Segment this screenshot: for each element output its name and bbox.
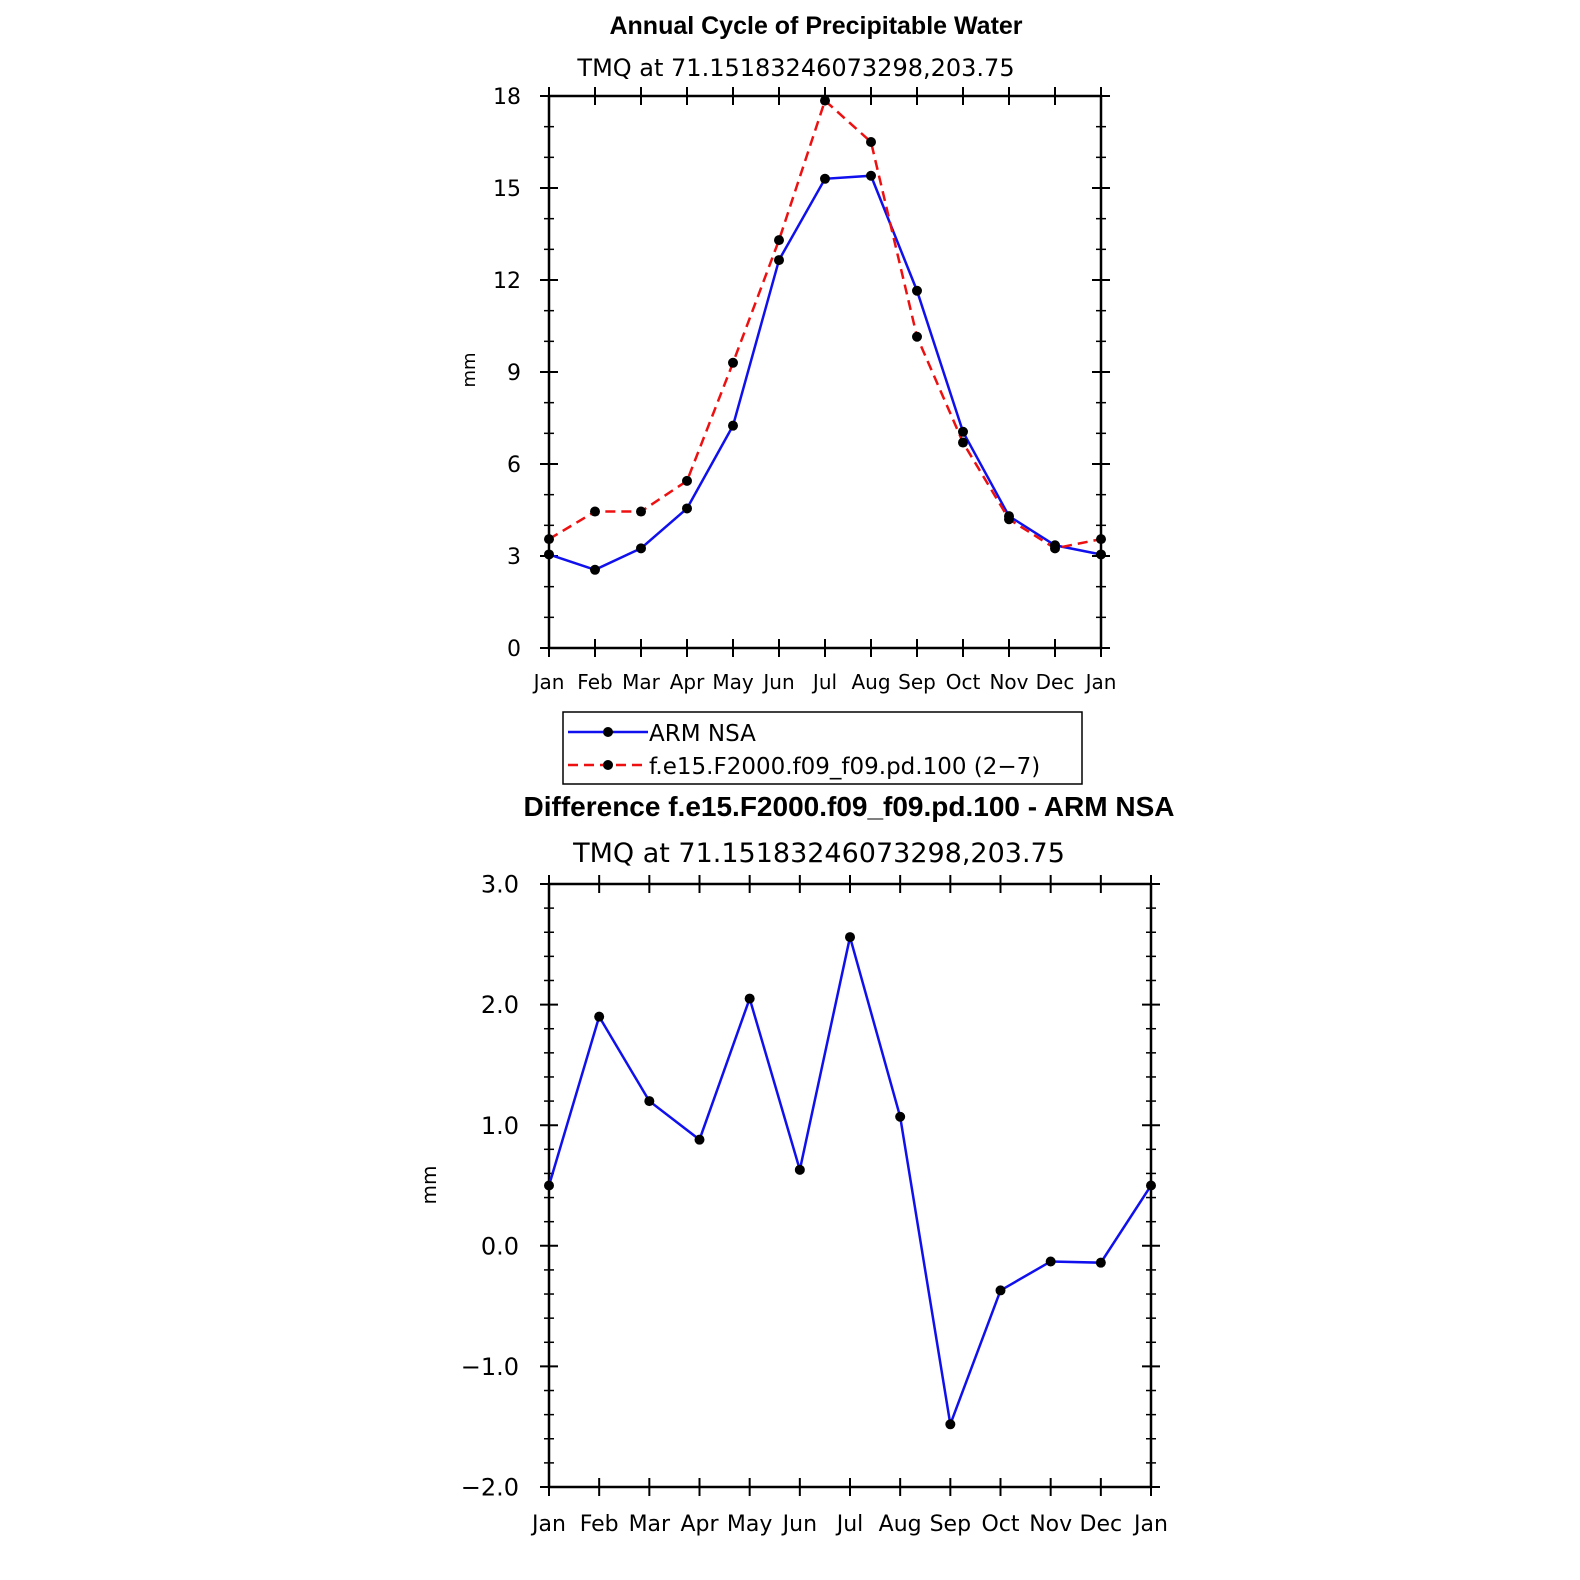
series-0-point: [866, 170, 876, 181]
series-1-point: [636, 506, 646, 517]
series-0-point: [794, 1164, 805, 1175]
x-tick-label: Jul: [835, 1512, 864, 1537]
x-tick-label: Nov: [989, 670, 1028, 694]
series-0-point: [544, 549, 554, 560]
series-1-point: [1096, 534, 1106, 545]
x-tick-label: Jan: [530, 1512, 566, 1537]
series-1-point: [774, 235, 784, 246]
series-0-point: [728, 420, 738, 431]
legend-box: [562, 711, 1083, 785]
plot-frame: [547, 882, 1153, 1489]
chart-top-title: Annual Cycle of Precipitable Water: [609, 12, 1022, 40]
legend-label-arm-nsa: ARM NSA: [649, 721, 756, 747]
chart-top-plot-area: Jan Feb Mar Apr May Jun Jul Aug Sep Oct Nov Dec Jan 0…: [493, 85, 1116, 694]
y-tick-label: 9: [507, 361, 521, 386]
series-line-0: [547, 936, 1153, 1430]
x-tick-label: Oct: [946, 670, 981, 694]
y-tick-label: 18: [493, 85, 521, 110]
y-tick-label: 3.0: [481, 871, 519, 899]
series-0-point: [694, 1134, 705, 1145]
x-tick-label: Jun: [761, 670, 794, 694]
x-tick-label: Mar: [629, 1512, 671, 1537]
series-0-point: [995, 1285, 1006, 1296]
x-tick-label: Apr: [670, 670, 705, 694]
x-tick-label: Feb: [577, 670, 612, 694]
series-0-point: [1096, 549, 1106, 560]
series-1-point: [820, 95, 830, 106]
series-1-point: [866, 137, 876, 147]
series-0-point: [1095, 1257, 1106, 1268]
y-tick-label: 1.0: [481, 1112, 519, 1140]
x-tick-label: Apr: [680, 1512, 719, 1537]
chart-top-ylabel: mm: [459, 352, 480, 387]
x-tick-label: Jul: [811, 670, 837, 694]
x-tick-label: Feb: [580, 1512, 619, 1537]
y-tick-label: −1.0: [461, 1353, 519, 1381]
series-0-point: [1146, 1180, 1156, 1191]
chart-bottom-title: Difference f.e15.F2000.f09_f09.pd.100 - …: [524, 791, 1175, 822]
x-tick-label: Jun: [781, 1512, 817, 1537]
series-1-point: [912, 331, 922, 342]
x-tick-label: Jan: [532, 670, 565, 694]
series-1-point: [590, 506, 600, 517]
x-tick-label: Mar: [622, 670, 661, 694]
y-tick-label: 6: [507, 453, 521, 478]
chart-bottom-subtitle: TMQ at 71.15183246073298,203.75: [572, 838, 1065, 869]
y-tick-label: 12: [493, 269, 521, 294]
series-1-point: [682, 475, 692, 486]
chart-bottom-ylabel: mm: [417, 1166, 441, 1205]
series-0-point: [590, 564, 600, 575]
y-tick-label: 3: [507, 545, 521, 570]
x-tick-label: Jan: [1084, 670, 1117, 694]
series-0-point: [594, 1011, 605, 1022]
x-tick-label: Aug: [851, 670, 890, 694]
series-0-point: [845, 932, 855, 943]
legend-label-model: f.e15.F2000.f09_f09.pd.100 (2−7): [649, 754, 1040, 780]
x-tick-label: May: [712, 670, 754, 694]
series-0-point: [945, 1419, 956, 1430]
series-1-point: [728, 357, 738, 368]
series-0-point: [1045, 1256, 1056, 1267]
y-tick-label: −2.0: [461, 1474, 519, 1502]
x-tick-label: Sep: [930, 1512, 971, 1537]
series-line-1: [548, 98, 1102, 550]
series-0-point: [744, 993, 755, 1004]
series-0-point: [636, 543, 646, 554]
series-0-point: [912, 285, 922, 296]
y-tick-label: 0.0: [481, 1232, 519, 1260]
series-0-point: [774, 255, 784, 266]
x-tick-label: Dec: [1080, 1512, 1123, 1537]
series-0-point: [895, 1111, 906, 1122]
series-0-point: [682, 503, 692, 514]
chart-top-subtitle: TMQ at 71.15183246073298,203.75: [576, 54, 1014, 82]
series-1-point: [1004, 514, 1014, 525]
y-tick-label: 15: [493, 177, 521, 202]
y-tick-label: 0: [507, 637, 521, 662]
annual-cycle-chart: Annual Cycle of Precipitable Water TMQ a…: [459, 12, 1116, 694]
x-tick-label: Aug: [879, 1512, 922, 1537]
x-tick-label: Nov: [1029, 1512, 1072, 1537]
series-1-point: [544, 534, 554, 545]
x-tick-label: Sep: [898, 670, 936, 694]
x-tick-label: Oct: [981, 1512, 1019, 1537]
series-0-point: [958, 426, 968, 437]
legend-marker-model: [603, 760, 613, 770]
series-0-point: [544, 1180, 554, 1191]
series-0-point: [820, 173, 830, 184]
series-line-0: [548, 174, 1102, 572]
series-0-point: [644, 1096, 655, 1107]
series-1-point: [958, 437, 968, 448]
legend-marker-arm-nsa: [603, 727, 613, 737]
x-tick-label: Dec: [1036, 670, 1075, 694]
chart-bottom-plot-area: Jan Feb Mar Apr May Jun Jul Aug Sep Oct Nov Dec Jan−…: [461, 871, 1168, 1537]
legend: ARM NSA f.e15.F2000.f09_f09.pd.100 (2−7): [562, 711, 1083, 785]
difference-chart: Difference f.e15.F2000.f09_f09.pd.100 - …: [417, 791, 1175, 1537]
x-tick-label: May: [727, 1512, 772, 1537]
y-tick-label: 2.0: [481, 991, 519, 1019]
x-tick-label: Jan: [1132, 1512, 1168, 1537]
series-1-point: [1050, 543, 1060, 554]
